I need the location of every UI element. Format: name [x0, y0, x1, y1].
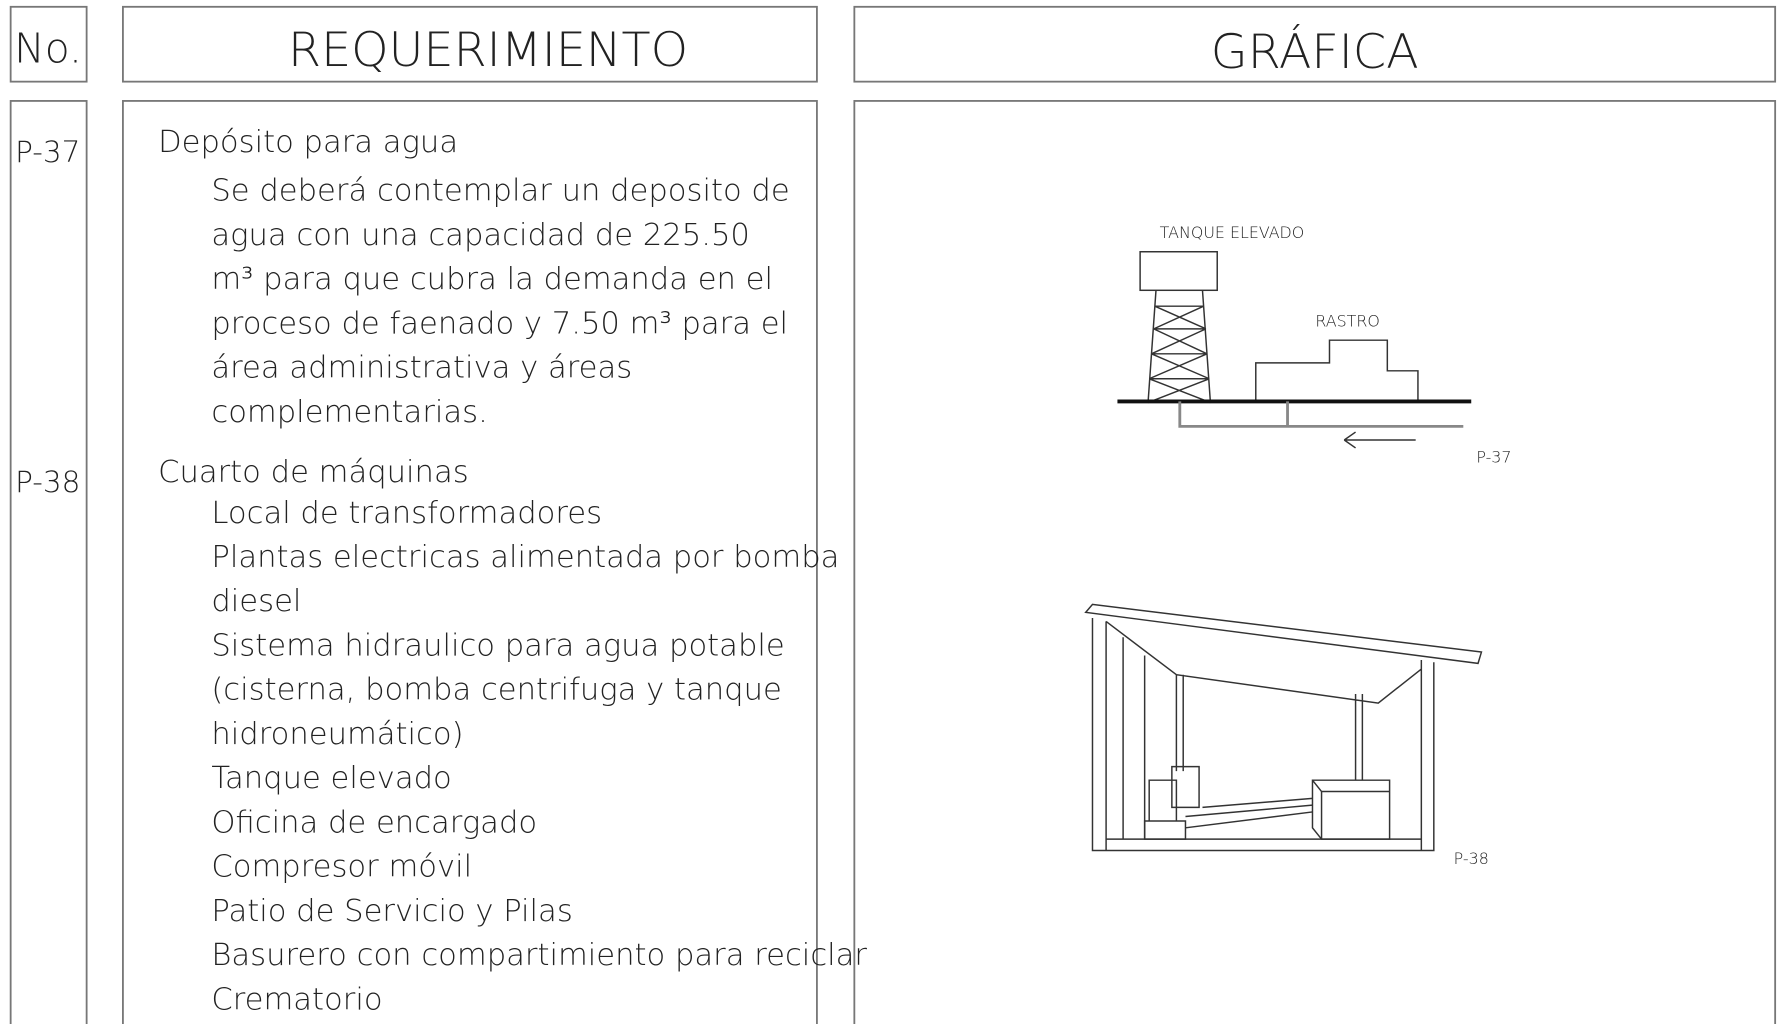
body-cell: [9, 100, 88, 1024]
item-code: P-38: [15, 465, 80, 499]
item-line: Basurero con compartimiento para recicla…: [211, 938, 867, 973]
item-line: (cisterna, bomba centrifuga y tanque: [211, 673, 781, 708]
header-no: No.: [14, 24, 82, 72]
body-cell: [122, 100, 818, 1024]
item-line: hidroneumático): [211, 717, 463, 752]
item-line: diesel: [211, 584, 301, 619]
item-line: Patio de Servicio y Pilas: [211, 894, 572, 929]
figure-code: P-38: [1454, 849, 1489, 868]
body-cell: [853, 100, 1777, 1024]
figure-code: P-37: [1476, 448, 1511, 467]
item-line: Oficina de encargado: [211, 805, 537, 840]
item-line: área administrativa y áreas: [211, 351, 632, 386]
item-line: Compresor móvil: [211, 850, 472, 885]
item-line: Local de transformadores: [211, 496, 602, 531]
item-line: Crematorio: [211, 982, 382, 1017]
header-requirement: REQUERIMIENTO: [288, 23, 688, 78]
item-title: Cuarto de máquinas: [158, 455, 469, 490]
tank-label: TANQUE ELEVADO: [1160, 223, 1305, 242]
header-cell: [853, 5, 1777, 83]
header-cell: [122, 5, 818, 83]
item-line: Plantas electricas alimentada por bomba: [211, 540, 839, 575]
item-line: m³ para que cubra la demanda en el: [211, 262, 773, 297]
item-line: proceso de faenado y 7.50 m³ para el: [211, 306, 788, 341]
header-cell: [9, 5, 88, 83]
item-title: Depósito para agua: [158, 125, 458, 160]
item-code: P-37: [15, 135, 80, 169]
figure-tank: TANQUE ELEVADO RASTRO P-37: [1117, 223, 1511, 467]
item-line: Se deberá contemplar un deposito de: [211, 174, 789, 209]
item-line: Tanque elevado: [211, 761, 451, 796]
item-line: Sistema hidraulico para agua potable: [211, 628, 784, 663]
header-graphic: GRÁFICA: [1211, 23, 1419, 80]
item-line: complementarias.: [211, 395, 487, 430]
figure-machine-room: P-38: [1084, 603, 1489, 868]
item-line: agua con una capacidad de 225.50: [211, 218, 750, 253]
building-label: RASTRO: [1315, 312, 1379, 331]
